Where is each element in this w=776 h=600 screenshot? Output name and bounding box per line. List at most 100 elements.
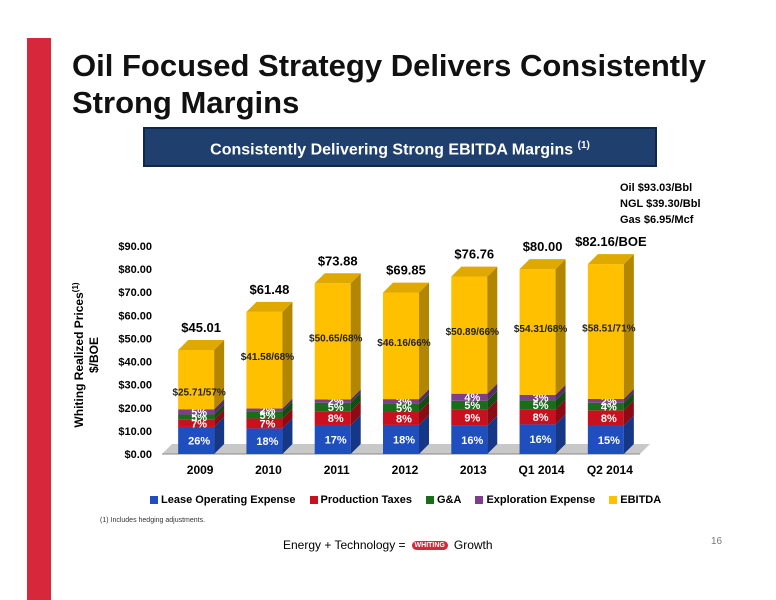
legend-item-loe: Lease Operating Expense xyxy=(150,494,296,506)
legend-item-tax: Production Taxes xyxy=(309,494,412,506)
bar-segment-ga xyxy=(587,402,624,411)
bar-side-loe xyxy=(214,416,225,454)
footer-right-text: Growth xyxy=(453,538,493,552)
data-label-tax: 8% xyxy=(601,413,617,425)
x-tick-label: 2013 xyxy=(460,463,487,477)
data-label-exp: 5% xyxy=(191,407,207,419)
x-tick-label: Q2 2014 xyxy=(587,463,633,477)
ngl-price: NGL $39.30/Bbl xyxy=(620,198,701,210)
bar-segment-ga xyxy=(178,414,215,420)
x-tick-label: 2012 xyxy=(392,463,419,477)
data-label-ga: 5% xyxy=(328,402,344,414)
bar-side-tax xyxy=(282,408,293,429)
data-label-loe: 16% xyxy=(530,434,552,446)
section-banner: Consistently Delivering Strong EBITDA Ma… xyxy=(143,127,657,167)
data-label-ebitda: $54.31/68% xyxy=(514,324,567,335)
legend-item-ga: G&A xyxy=(425,494,462,506)
total-label: $61.48 xyxy=(250,282,290,297)
x-tick-label: 2009 xyxy=(187,463,214,477)
bar-side-ga xyxy=(282,401,293,419)
y-tick-label: $10.00 xyxy=(118,426,152,438)
y-tick-label: $0.00 xyxy=(124,449,152,461)
bar-side-exp xyxy=(214,399,225,415)
bar-side-ebitda xyxy=(350,273,361,400)
bar-side-ebitda xyxy=(282,301,293,409)
bar-side-tax xyxy=(350,401,361,425)
legend-label-loe: Lease Operating Expense xyxy=(161,494,296,506)
bar-side-loe xyxy=(623,415,634,454)
bar-top xyxy=(519,259,566,270)
bar-segment-ga xyxy=(383,403,419,413)
bar-segment-tax xyxy=(451,409,488,426)
bar-segment-ga xyxy=(519,400,556,410)
total-label: $69.85 xyxy=(386,263,426,278)
total-label: $45.01 xyxy=(181,320,221,335)
legend-label-tax: Production Taxes xyxy=(320,494,412,506)
y-tick-label: $30.00 xyxy=(118,380,152,392)
bar-segment-exp xyxy=(246,408,283,412)
y-tick-label: $20.00 xyxy=(118,403,152,415)
data-label-ebitda: $41.58/68% xyxy=(241,352,294,363)
total-label: $73.88 xyxy=(318,253,358,268)
bar-segment-exp xyxy=(587,398,624,403)
legend-label-ga: G&A xyxy=(436,494,462,506)
legend-swatch-loe xyxy=(150,496,158,504)
bar-segment-loe xyxy=(178,426,215,454)
x-tick-label: 2011 xyxy=(324,463,350,477)
bar-side-exp xyxy=(350,389,361,403)
data-label-ga: 5% xyxy=(191,412,207,424)
bar-side-ga xyxy=(623,392,634,411)
total-label: $80.00 xyxy=(523,239,563,254)
bar-side-tax xyxy=(487,399,498,426)
legend-label-exp: Exploration Expense xyxy=(486,494,596,506)
bar-side-loe xyxy=(487,415,498,454)
x-tick-label: Q1 2014 xyxy=(519,463,565,477)
footer-left-text: Energy + Technology = xyxy=(283,538,406,552)
bar-segment-exp xyxy=(383,399,419,404)
x-tick-label: 2010 xyxy=(255,463,282,477)
bar-top xyxy=(314,273,361,284)
bar-side-tax xyxy=(623,400,634,426)
bar-side-ga xyxy=(419,393,429,413)
data-label-tax: 7% xyxy=(259,418,275,430)
data-label-ebitda: $46.16/66% xyxy=(377,338,430,349)
bar-side-ebitda xyxy=(419,282,429,400)
data-label-ebitda: $25.71/57% xyxy=(172,388,225,399)
bar-side-loe xyxy=(282,418,293,454)
y-tick-label: $40.00 xyxy=(118,357,152,369)
bar-side-exp xyxy=(623,388,634,403)
legend-swatch-ebitda xyxy=(609,496,618,504)
legend-item-exp: Exploration Expense xyxy=(475,494,595,506)
bar-side-loe xyxy=(350,414,361,454)
bar-segment-exp xyxy=(178,409,215,415)
data-label-ga: 5% xyxy=(464,400,480,412)
bar-segment-ebitda xyxy=(587,264,624,399)
data-label-tax: 7% xyxy=(191,418,207,430)
bar-side-tax xyxy=(555,399,566,425)
bar-segment-loe xyxy=(587,425,624,454)
price-assumptions: Oil $93.03/Bbl NGL $39.30/Bbl Gas $6.95/… xyxy=(620,180,701,228)
data-label-exp: 3% xyxy=(396,397,412,409)
data-label-ga: 5% xyxy=(396,403,412,415)
legend-swatch-tax xyxy=(309,496,318,504)
data-label-loe: 17% xyxy=(325,434,347,446)
bar-segment-tax xyxy=(519,409,556,425)
y-tick-label: $60.00 xyxy=(118,310,152,322)
bar-side-ga xyxy=(214,404,225,420)
bar-top xyxy=(383,282,429,293)
whiting-logo: WHITING xyxy=(411,540,448,550)
data-label-ga: 5% xyxy=(533,400,549,412)
data-label-exp: 4% xyxy=(464,392,480,404)
bar-side-loe xyxy=(419,414,429,454)
gas-price: Gas $6.95/Mcf xyxy=(620,214,694,226)
bar-side-loe xyxy=(555,414,566,454)
y-tick-label: $50.00 xyxy=(118,333,152,345)
bar-top xyxy=(178,339,225,350)
data-label-loe: 18% xyxy=(393,434,415,446)
data-label-ebitda: $50.89/66% xyxy=(446,327,499,338)
bar-segment-loe xyxy=(519,424,556,454)
y-tick-label: $80.00 xyxy=(118,264,152,276)
bar-segment-tax xyxy=(314,411,351,425)
data-label-ga: 4% xyxy=(601,402,617,414)
